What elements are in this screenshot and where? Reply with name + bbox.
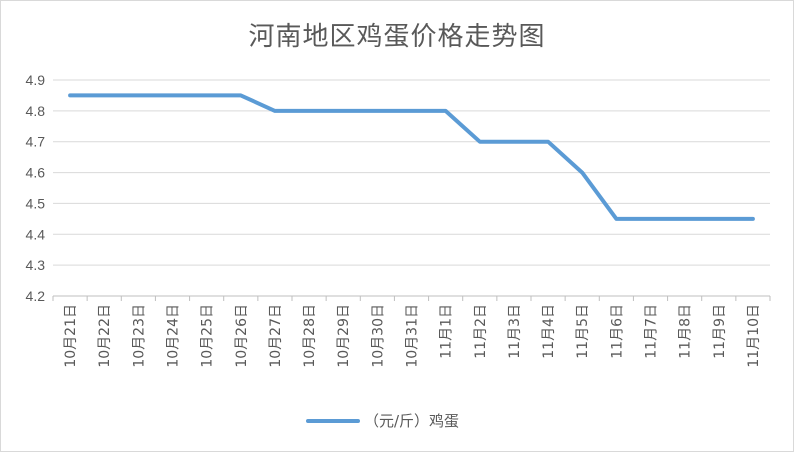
y-tick-label: 4.3 bbox=[26, 257, 46, 273]
x-tick-label: 10月22日 bbox=[97, 304, 113, 368]
x-tick-label: 10月29日 bbox=[336, 304, 352, 368]
x-tick-label: 11月8日 bbox=[678, 304, 694, 359]
y-tick-label: 4.2 bbox=[26, 288, 46, 304]
x-tick-label: 10月27日 bbox=[268, 304, 284, 368]
x-tick-label: 11月10日 bbox=[746, 304, 762, 368]
x-tick-label: 10月31日 bbox=[405, 304, 421, 368]
series-line bbox=[68, 93, 755, 221]
x-tick-label: 11月6日 bbox=[609, 304, 625, 359]
x-tick-label: 10月25日 bbox=[200, 304, 216, 368]
x-tick-label: 11月9日 bbox=[712, 304, 728, 359]
x-tick-label: 10月30日 bbox=[370, 304, 386, 368]
y-tick-label: 4.5 bbox=[26, 195, 46, 211]
y-tick-label: 4.7 bbox=[26, 134, 46, 150]
x-tick-label: 10月23日 bbox=[131, 304, 147, 368]
series-group bbox=[68, 93, 755, 221]
x-tick-label: 11月5日 bbox=[575, 304, 591, 359]
x-axis: 10月21日 10月22日 10月23日 10月24日 10月25日 10月26日 10月2… bbox=[52, 296, 771, 368]
legend-label: （元/斤）鸡蛋 bbox=[364, 412, 459, 430]
y-axis-ticks: 4.2 4.3 4.4 4.5 4.6 4.7 4.8 4.9 bbox=[26, 72, 46, 304]
x-tick-label: 11月4日 bbox=[541, 304, 557, 359]
y-tick-label: 4.9 bbox=[26, 72, 46, 88]
legend: （元/斤）鸡蛋 bbox=[306, 412, 459, 430]
x-tick-label: 10月24日 bbox=[166, 304, 182, 368]
y-tick-label: 4.4 bbox=[26, 226, 46, 242]
x-tick-label: 10月21日 bbox=[63, 304, 79, 368]
x-tick-label: 11月1日 bbox=[439, 304, 455, 359]
x-tick-label: 10月28日 bbox=[302, 304, 318, 368]
chart-title: 河南地区鸡蛋价格走势图 bbox=[248, 22, 546, 52]
x-tick-label: 11月3日 bbox=[507, 304, 523, 359]
y-tick-label: 4.8 bbox=[26, 103, 46, 119]
x-tick-label: 10月26日 bbox=[234, 304, 250, 368]
x-tick-label: 11月7日 bbox=[644, 304, 660, 359]
y-tick-label: 4.6 bbox=[26, 165, 46, 181]
x-tick-label: 11月2日 bbox=[473, 304, 489, 359]
